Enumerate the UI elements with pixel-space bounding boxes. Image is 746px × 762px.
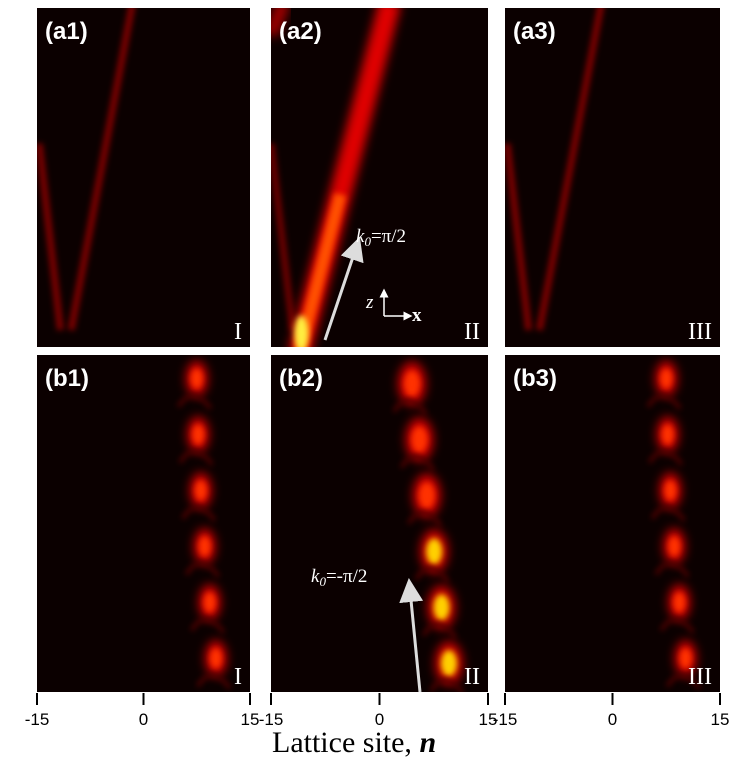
beam-lobe-core <box>668 536 681 557</box>
beam-lobe-core <box>661 424 674 445</box>
wavevector-arrow <box>399 578 424 693</box>
regime-label: II <box>464 319 480 345</box>
heatmap-background <box>37 355 250 692</box>
beam-lobe-core <box>194 480 207 501</box>
x-axis-label: Lattice site, n <box>272 726 436 759</box>
wavevector-arrow <box>323 236 364 341</box>
tick-label: 15 <box>241 710 260 729</box>
side-lobe <box>665 673 702 690</box>
wavevector-label: k0=-π/2 <box>311 566 367 589</box>
x-axis-3: -15 0 15 <box>493 693 730 729</box>
side-lobe <box>392 398 428 415</box>
wavevector-label: k0=π/2 <box>356 226 406 249</box>
regime-label: I <box>234 664 242 690</box>
beam-lobe-core <box>433 594 450 621</box>
x-axis-1: -15 0 15 <box>25 693 260 729</box>
side-lobe <box>429 678 465 692</box>
beam-lobe-core <box>198 536 211 557</box>
z-axis-label: z <box>365 292 374 313</box>
tick-label: 15 <box>711 710 730 729</box>
tick-label: 0 <box>139 710 148 729</box>
regime-label: II <box>464 664 480 690</box>
tick-label: 0 <box>608 710 617 729</box>
panel-label: (a3) <box>513 18 556 45</box>
beam-lobe-core <box>660 368 673 389</box>
panel-b2: (b2) II k0=-π/2 <box>271 355 488 693</box>
regime-label: III <box>688 664 712 690</box>
side-lobe <box>647 449 684 466</box>
panel-label: (a2) <box>279 18 322 45</box>
side-lobe <box>184 561 221 578</box>
beam-left <box>37 143 64 331</box>
tick-label: -15 <box>259 710 284 729</box>
beam-lobe-core <box>404 370 421 397</box>
panel-label: (b3) <box>513 365 557 392</box>
panel-a3: (a3) III <box>505 8 720 347</box>
beam-lobe-core <box>440 650 457 677</box>
panel-label: (b2) <box>279 365 323 392</box>
beam-lobe-core <box>679 648 692 669</box>
heatmap-background <box>271 355 488 692</box>
beam-right <box>67 8 136 331</box>
beam-lobe-core <box>664 480 677 501</box>
beam-lobe-core <box>426 538 443 565</box>
panel-b1: (b1) I <box>37 355 250 692</box>
x-axis-indicator-label: x <box>412 305 422 326</box>
beam-lobe-core <box>411 426 428 453</box>
side-lobe <box>399 454 436 471</box>
beam-lobe-core <box>190 368 203 389</box>
regime-label: I <box>234 319 242 345</box>
side-lobe <box>659 617 695 634</box>
beam-lobe-core <box>209 648 222 669</box>
side-lobe <box>646 393 682 410</box>
panel-label: (b1) <box>45 365 89 392</box>
beam-lobe-core <box>203 592 216 613</box>
panel-b3: (b3) III <box>505 355 720 692</box>
beam-lobe-core <box>673 592 686 613</box>
beam-lobe-core <box>192 424 205 445</box>
side-lobe <box>654 561 690 578</box>
side-lobe <box>189 617 226 634</box>
panel-a1: (a1) I <box>37 8 250 347</box>
side-lobe <box>414 566 450 583</box>
tick-label: -15 <box>493 710 518 729</box>
heatmap-background <box>505 355 720 692</box>
beam-left <box>271 143 297 331</box>
x-axis-2: -15 0 15 <box>259 693 498 729</box>
heatmap-background <box>37 8 250 347</box>
panel-label: (a1) <box>45 18 88 45</box>
tick-label: -15 <box>25 710 50 729</box>
tick-label: 0 <box>375 710 384 729</box>
side-lobe <box>181 505 217 522</box>
beam-left <box>505 143 533 331</box>
side-lobe <box>177 393 213 410</box>
side-lobe <box>178 449 214 466</box>
beam-fragment <box>271 8 289 38</box>
side-lobe <box>407 510 443 527</box>
panel-a2: (a2) II k0=π/2 z x <box>271 8 488 347</box>
side-lobe <box>650 505 686 522</box>
tick-label: 15 <box>479 710 498 729</box>
side-lobe <box>196 673 232 690</box>
beam-right <box>535 8 605 331</box>
beam-peak <box>294 315 309 347</box>
side-lobe <box>421 622 458 639</box>
heatmap-background <box>505 8 720 347</box>
regime-label: III <box>688 319 712 345</box>
beam-lobe-core <box>418 482 435 509</box>
